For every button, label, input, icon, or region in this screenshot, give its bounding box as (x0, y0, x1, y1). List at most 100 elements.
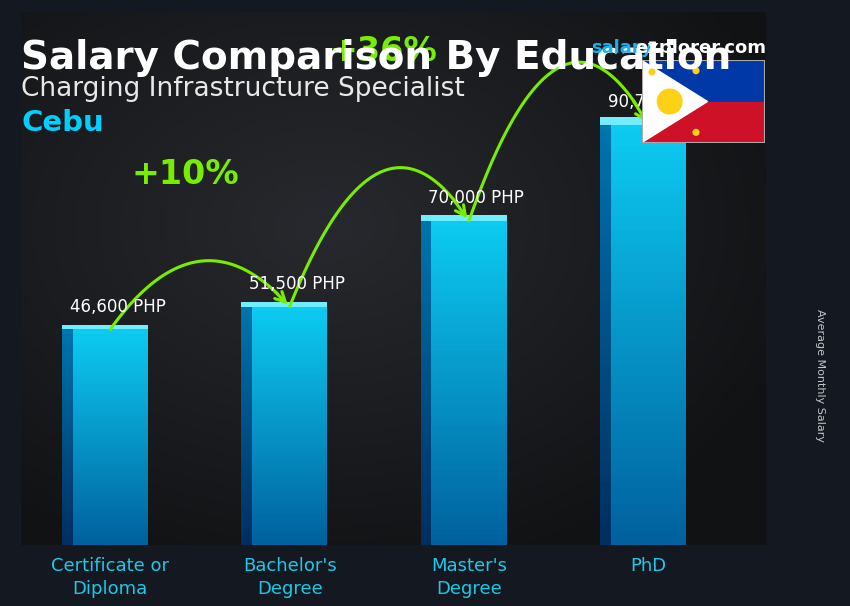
Bar (252, 358, 327, 362)
Bar (421, 345, 431, 351)
Bar (72, 516, 148, 520)
Bar (421, 340, 431, 345)
Bar (600, 419, 611, 426)
Bar (252, 390, 327, 394)
Bar (241, 370, 252, 375)
Text: 90,700 PHP: 90,700 PHP (608, 93, 704, 112)
Bar (62, 488, 72, 491)
Text: 46,600 PHP: 46,600 PHP (70, 298, 166, 316)
Bar (421, 518, 431, 524)
Bar (611, 419, 686, 426)
Bar (421, 221, 431, 226)
Bar (252, 315, 327, 319)
Bar (421, 291, 431, 296)
Bar (241, 430, 252, 434)
Bar (72, 466, 148, 470)
Bar (611, 538, 686, 545)
Bar (431, 453, 507, 459)
Bar (241, 502, 252, 505)
Bar (241, 315, 252, 319)
Bar (600, 181, 611, 188)
Bar (72, 438, 148, 441)
Bar (62, 451, 72, 455)
Bar (431, 335, 507, 340)
Bar (431, 421, 507, 427)
Bar (241, 410, 252, 414)
Bar (611, 356, 686, 363)
Bar (62, 484, 72, 488)
Bar (252, 498, 327, 502)
Bar (611, 328, 686, 335)
Bar (600, 489, 611, 496)
Bar (62, 499, 72, 502)
Bar (421, 496, 431, 502)
Bar (431, 540, 507, 545)
Bar (252, 402, 327, 406)
Bar (600, 244, 611, 251)
Bar (600, 510, 611, 518)
Bar (252, 335, 327, 338)
Bar (421, 507, 431, 513)
Bar (421, 410, 431, 416)
Text: explorer.com: explorer.com (635, 39, 766, 58)
Bar (421, 475, 431, 481)
Bar (241, 493, 252, 498)
Bar (611, 139, 686, 146)
Bar (431, 350, 507, 356)
Bar (611, 160, 686, 167)
Bar (600, 391, 611, 398)
Bar (421, 350, 431, 356)
Bar (600, 307, 611, 314)
Bar (241, 490, 252, 494)
Bar (431, 318, 507, 324)
Bar (62, 531, 72, 534)
Bar (62, 524, 72, 527)
Bar (431, 502, 507, 508)
Bar (241, 530, 252, 533)
Bar (241, 382, 252, 386)
Bar (431, 291, 507, 296)
Bar (611, 412, 686, 419)
Bar (62, 416, 72, 419)
Bar (600, 531, 611, 538)
Bar (611, 510, 686, 518)
Bar (421, 399, 431, 405)
Bar (600, 195, 611, 202)
Bar (252, 454, 327, 458)
Bar (241, 482, 252, 485)
Text: +10%: +10% (132, 158, 240, 191)
Bar (62, 527, 72, 531)
Bar (241, 505, 252, 510)
Bar (72, 383, 148, 387)
Bar (600, 328, 611, 335)
Bar (241, 394, 252, 398)
Bar (600, 503, 611, 510)
Bar (72, 462, 148, 466)
Bar (62, 383, 72, 387)
Bar (241, 533, 252, 538)
Circle shape (693, 130, 699, 135)
Bar (252, 362, 327, 366)
Bar (421, 253, 431, 259)
Bar (62, 477, 72, 481)
Text: Salary Comparison By Education: Salary Comparison By Education (21, 39, 732, 78)
Bar (642, 101, 765, 142)
Bar (611, 517, 686, 524)
Bar (421, 378, 431, 383)
Bar (421, 231, 431, 237)
Bar (72, 488, 148, 491)
Bar (62, 427, 72, 430)
Bar (431, 345, 507, 351)
Bar (600, 384, 611, 391)
Bar (241, 414, 252, 418)
Bar (611, 426, 686, 433)
Bar (252, 513, 327, 518)
Bar (252, 342, 327, 347)
Circle shape (663, 95, 677, 108)
Bar (252, 446, 327, 450)
Bar (611, 251, 686, 258)
Bar (431, 388, 507, 394)
Bar (431, 324, 507, 329)
Bar (72, 459, 148, 462)
Bar (600, 125, 611, 132)
